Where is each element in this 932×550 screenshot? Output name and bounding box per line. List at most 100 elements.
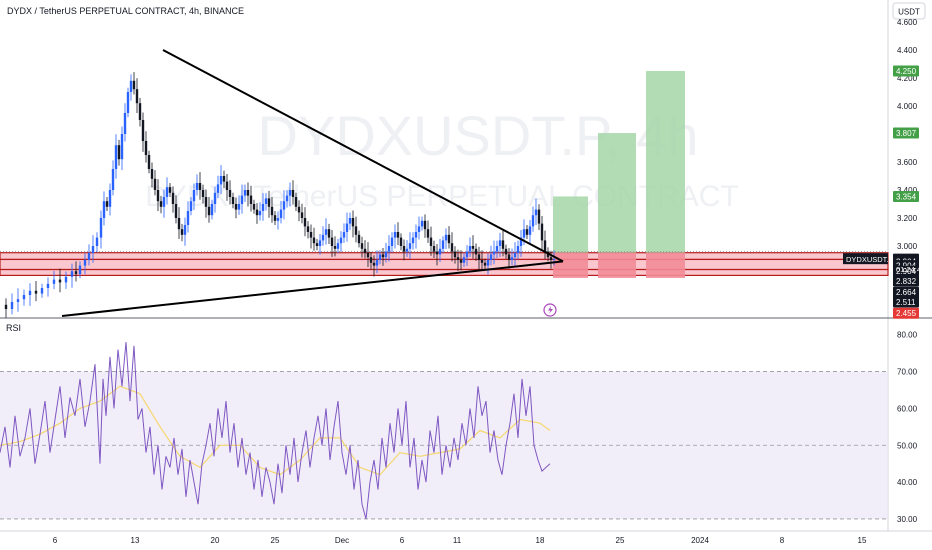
candle bbox=[204, 197, 208, 207]
price-tick-label: 4.200 bbox=[897, 74, 918, 83]
time-tick-label: 15 bbox=[858, 536, 867, 545]
candle bbox=[552, 259, 556, 260]
candle bbox=[222, 176, 226, 182]
candle bbox=[270, 206, 274, 216]
target-box bbox=[598, 133, 636, 253]
candle bbox=[525, 229, 529, 235]
candle bbox=[381, 254, 385, 258]
candle bbox=[216, 184, 220, 193]
candle bbox=[495, 246, 499, 252]
candle bbox=[246, 190, 250, 196]
candle bbox=[411, 237, 415, 244]
rsi-line bbox=[0, 342, 551, 520]
candle bbox=[231, 197, 235, 204]
candle bbox=[486, 260, 490, 266]
currency-button[interactable]: USDT bbox=[892, 2, 926, 20]
price-label-box bbox=[893, 296, 919, 308]
candle bbox=[534, 209, 538, 216]
axes: 4.6004.4004.2004.0003.8003.6003.4003.200… bbox=[53, 18, 925, 545]
candle bbox=[78, 265, 82, 274]
candle bbox=[288, 190, 292, 196]
candle bbox=[34, 290, 38, 294]
candle bbox=[16, 299, 20, 302]
candle bbox=[540, 223, 544, 241]
candle bbox=[387, 246, 391, 252]
candle bbox=[141, 120, 145, 141]
candle bbox=[210, 204, 214, 216]
candle bbox=[162, 197, 166, 207]
candle bbox=[306, 226, 310, 232]
candle bbox=[330, 237, 334, 246]
candle bbox=[312, 237, 316, 244]
candle bbox=[123, 113, 127, 134]
support-zone-band bbox=[0, 268, 889, 276]
candle bbox=[228, 190, 232, 197]
time-tick-label: 11 bbox=[453, 536, 462, 545]
candle bbox=[291, 190, 295, 197]
candle bbox=[171, 192, 175, 204]
candle bbox=[426, 229, 430, 238]
price-tick-label: 3.400 bbox=[897, 186, 918, 195]
candle bbox=[74, 271, 78, 274]
candle bbox=[201, 190, 205, 197]
candle bbox=[95, 237, 99, 246]
candle bbox=[252, 204, 256, 210]
candle bbox=[234, 204, 238, 210]
time-tick-label: 25 bbox=[616, 536, 625, 545]
rsi-tick-label: 30.00 bbox=[897, 515, 918, 524]
candle bbox=[504, 248, 508, 255]
candle bbox=[345, 223, 349, 232]
price-label: 2.664 bbox=[896, 288, 917, 297]
time-tick-label: 6 bbox=[400, 536, 405, 545]
candle bbox=[507, 254, 511, 260]
candle bbox=[444, 234, 448, 241]
candle bbox=[126, 92, 130, 113]
candle bbox=[213, 192, 217, 204]
price-tick-label: 3.600 bbox=[897, 158, 918, 167]
price-label-box bbox=[893, 65, 919, 77]
candle bbox=[285, 195, 289, 202]
price-label: 2.904 bbox=[896, 267, 917, 276]
candle bbox=[177, 218, 181, 230]
candle bbox=[4, 304, 8, 309]
price-label: 3.807 bbox=[896, 129, 917, 138]
candle bbox=[264, 198, 268, 204]
price-label-box bbox=[893, 286, 919, 298]
candle bbox=[357, 234, 361, 244]
price-tick-label: 4.400 bbox=[897, 46, 918, 55]
rsi-tick-label: 40.00 bbox=[897, 478, 918, 487]
candle bbox=[138, 103, 142, 120]
candle bbox=[300, 212, 304, 218]
candle bbox=[111, 169, 115, 190]
candle bbox=[360, 243, 364, 249]
candle bbox=[399, 237, 403, 246]
candle bbox=[91, 246, 95, 253]
candle bbox=[528, 226, 532, 235]
candle bbox=[294, 197, 298, 207]
candle bbox=[153, 178, 157, 190]
candle bbox=[447, 234, 451, 244]
candle bbox=[453, 251, 457, 258]
price-tick-label: 3.200 bbox=[897, 214, 918, 223]
candle bbox=[64, 276, 68, 283]
candle bbox=[120, 134, 124, 160]
candle bbox=[342, 232, 346, 238]
candle bbox=[237, 204, 241, 210]
candle bbox=[375, 260, 379, 266]
rsi-tick-label: 50.00 bbox=[897, 441, 918, 450]
stop-box bbox=[646, 252, 685, 278]
candle bbox=[58, 279, 62, 283]
rsi-tick-label: 80.00 bbox=[897, 331, 918, 340]
price-label: 2.511 bbox=[896, 298, 916, 307]
time-tick-label: 8 bbox=[780, 536, 785, 545]
candle bbox=[480, 260, 484, 263]
candle bbox=[465, 251, 469, 258]
rsi-label: RSI bbox=[6, 323, 21, 333]
flash-icon[interactable] bbox=[543, 303, 557, 317]
candle bbox=[70, 271, 74, 277]
support-zone-band bbox=[0, 258, 889, 271]
candle bbox=[420, 220, 424, 227]
candle bbox=[333, 246, 337, 249]
candle bbox=[219, 176, 223, 185]
candle bbox=[402, 246, 406, 252]
